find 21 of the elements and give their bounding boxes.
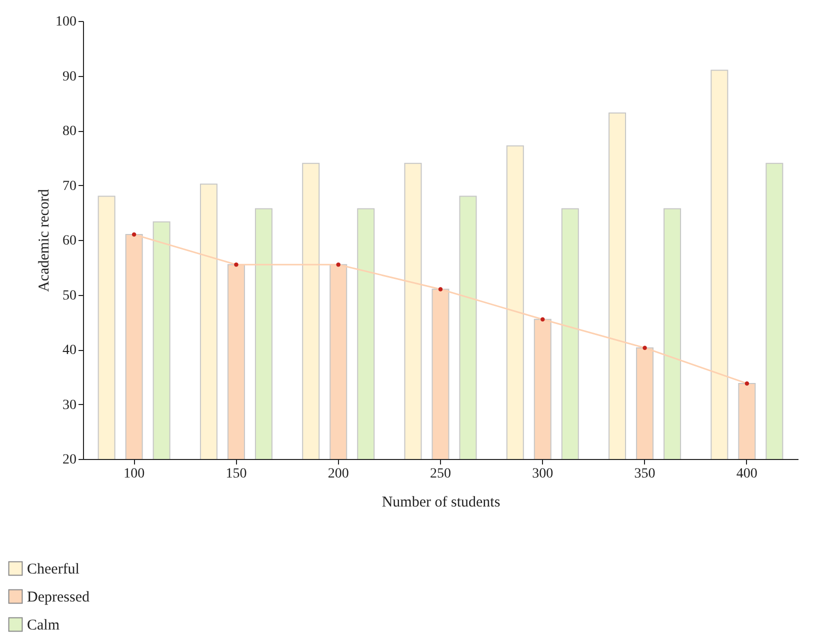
x-axis-title: Number of students [382,494,500,510]
x-tick-label: 250 [430,466,451,482]
y-axis-title: Academic record [36,188,52,292]
x-tick-label: 200 [328,466,349,482]
legend-label: Calm [27,618,60,634]
y-tick-label: 70 [62,178,76,194]
x-tick-label: 350 [634,466,656,482]
y-tick-label: 80 [62,124,76,139]
y-tick-label: 90 [62,69,76,84]
legend-label: Cheerful [27,562,80,578]
x-tick-label: 150 [226,466,247,482]
y-tick-label: 20 [62,452,76,468]
x-tick-label: 100 [124,466,145,482]
y-tick-label: 40 [62,343,76,358]
y-tick-label: 60 [62,234,76,248]
y-tick-label: 30 [62,398,76,413]
y-tick-label: 50 [62,288,76,304]
y-tick-label: 100 [56,14,76,30]
legend-label: Depressed [27,590,90,606]
x-tick-label: 300 [532,466,554,482]
x-tick-label: 400 [736,466,758,482]
